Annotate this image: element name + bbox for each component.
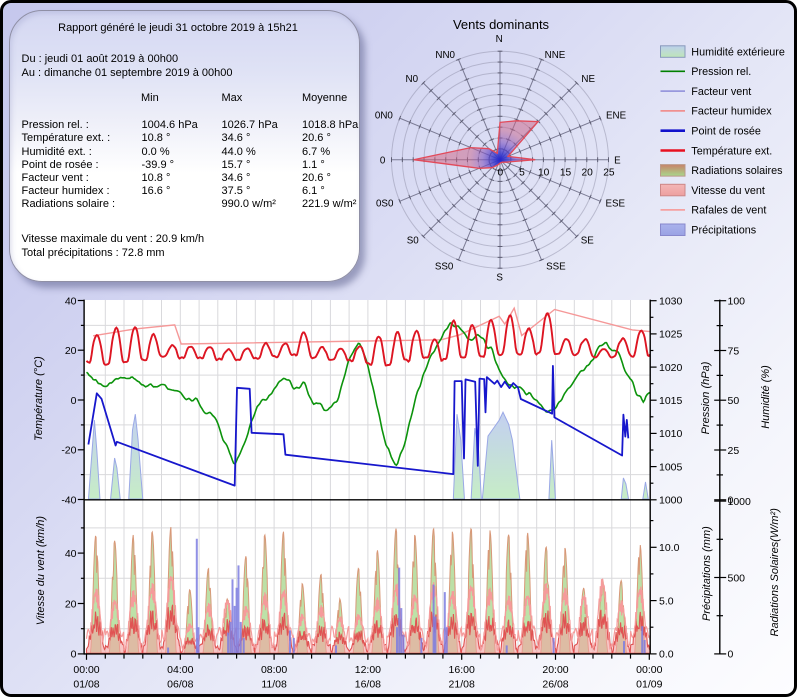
svg-text:ESE: ESE <box>605 198 625 209</box>
svg-text:50: 50 <box>728 395 740 407</box>
svg-text:40: 40 <box>65 295 77 307</box>
svg-text:E: E <box>614 156 621 167</box>
svg-text:04:00: 04:00 <box>167 664 193 676</box>
svg-text:75: 75 <box>728 345 740 357</box>
svg-text:Humidité (%): Humidité (%) <box>760 365 772 429</box>
svg-text:1010: 1010 <box>659 428 683 440</box>
svg-text:06/08: 06/08 <box>167 678 193 690</box>
svg-text:20: 20 <box>65 345 77 357</box>
svg-text:Température (°C): Température (°C) <box>33 356 45 441</box>
svg-text:NE: NE <box>581 74 595 85</box>
svg-text:16/08: 16/08 <box>355 678 381 690</box>
svg-text:20: 20 <box>582 168 594 179</box>
svg-text:-40: -40 <box>61 494 76 506</box>
svg-text:0: 0 <box>71 649 77 661</box>
svg-text:Radiations solaires: Radiations solaires <box>691 165 783 177</box>
svg-text:NNE: NNE <box>545 50 566 61</box>
svg-text:01/09: 01/09 <box>636 678 662 690</box>
svg-text:5: 5 <box>519 168 525 179</box>
svg-text:0S0: 0S0 <box>376 198 394 209</box>
svg-text:0: 0 <box>728 649 734 661</box>
svg-text:1000: 1000 <box>659 495 683 507</box>
svg-text:00:00: 00:00 <box>73 664 99 676</box>
svg-text:25: 25 <box>603 168 615 179</box>
svg-text:0: 0 <box>380 156 386 167</box>
svg-text:0: 0 <box>71 395 77 407</box>
svg-text:Facteur vent: Facteur vent <box>691 86 751 98</box>
svg-text:SSE: SSE <box>546 262 566 273</box>
svg-text:1015: 1015 <box>659 395 683 407</box>
svg-text:S: S <box>496 273 503 284</box>
svg-text:N: N <box>496 34 503 45</box>
svg-text:5.0: 5.0 <box>659 595 674 607</box>
svg-text:SS0: SS0 <box>435 262 454 273</box>
svg-text:500: 500 <box>728 572 746 584</box>
svg-text:20: 20 <box>65 598 77 610</box>
svg-text:Vitesse du vent: Vitesse du vent <box>691 185 765 197</box>
svg-text:0.0: 0.0 <box>659 649 674 661</box>
svg-text:26/08: 26/08 <box>542 678 568 690</box>
svg-text:40: 40 <box>65 548 77 560</box>
svg-text:1025: 1025 <box>659 329 683 341</box>
svg-text:16:00: 16:00 <box>449 664 475 676</box>
svg-text:Vents dominants: Vents dominants <box>453 17 550 32</box>
svg-text:NN0: NN0 <box>435 50 455 61</box>
svg-text:S0: S0 <box>407 236 420 247</box>
svg-text:Rafales de vent: Rafales de vent <box>691 205 766 217</box>
svg-text:N0: N0 <box>406 74 419 85</box>
svg-text:Humidité extérieure: Humidité extérieure <box>691 46 785 58</box>
svg-text:00:00: 00:00 <box>636 664 662 676</box>
svg-text:10: 10 <box>538 168 550 179</box>
svg-text:SE: SE <box>581 236 595 247</box>
svg-text:Pression (hPa): Pression (hPa) <box>700 361 712 434</box>
svg-text:21/08: 21/08 <box>449 678 475 690</box>
svg-text:0N0: 0N0 <box>375 110 394 121</box>
svg-text:Pression rel.: Pression rel. <box>691 66 751 78</box>
svg-text:Vitesse du vent (km/h): Vitesse du vent (km/h) <box>35 516 47 626</box>
svg-text:20:00: 20:00 <box>542 664 568 676</box>
svg-text:01/08: 01/08 <box>73 678 99 690</box>
svg-text:10.0: 10.0 <box>659 542 680 554</box>
svg-text:1020: 1020 <box>659 362 683 374</box>
svg-text:ENE: ENE <box>606 110 627 121</box>
svg-text:1030: 1030 <box>659 296 683 308</box>
svg-text:0: 0 <box>728 495 734 507</box>
svg-text:25: 25 <box>728 445 740 457</box>
svg-text:Radiations Solaires(W/m²): Radiations Solaires(W/m²) <box>769 508 781 637</box>
svg-text:1000: 1000 <box>728 496 752 508</box>
svg-text:Facteur humidex: Facteur humidex <box>691 106 772 118</box>
svg-text:15: 15 <box>560 168 572 179</box>
svg-text:1005: 1005 <box>659 461 683 473</box>
svg-text:Précipitations (mm): Précipitations (mm) <box>701 526 713 621</box>
svg-text:12:00: 12:00 <box>355 664 381 676</box>
svg-text:11/08: 11/08 <box>261 678 287 690</box>
svg-text:100: 100 <box>728 296 746 308</box>
svg-text:08:00: 08:00 <box>261 664 287 676</box>
svg-text:-20: -20 <box>61 445 76 457</box>
svg-text:Précipitations: Précipitations <box>691 225 756 237</box>
svg-text:0: 0 <box>497 168 503 179</box>
svg-text:Température ext.: Température ext. <box>691 145 772 157</box>
svg-text:Point de rosée: Point de rosée <box>691 126 761 138</box>
